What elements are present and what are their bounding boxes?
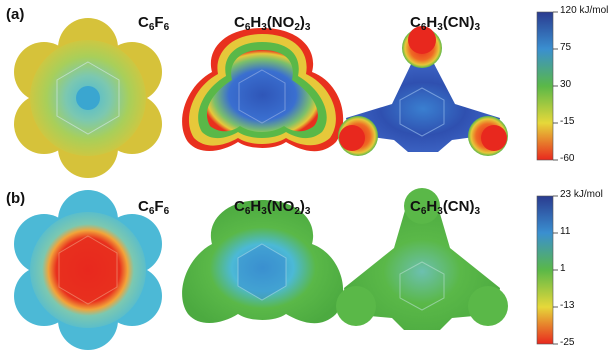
colorbar-b-max: 23 kJ/mol [560, 189, 603, 200]
surface-nitro-b [182, 200, 344, 324]
colorbar-b-tick: 1 [560, 263, 566, 274]
molecule-label-nitro-b: C6H3(NO2)3 [234, 198, 311, 217]
molecule-label-c6f6-a: C6F6 [138, 14, 170, 33]
colorbar-a-tick: 30 [560, 79, 572, 90]
panel-tag-a: (a) [6, 6, 25, 23]
colorbar-b-tick: -25 [560, 337, 575, 348]
colorbar-a-tick: 75 [560, 42, 572, 53]
colorbar-a [536, 11, 554, 161]
colorbar-a-tick: -60 [560, 153, 575, 164]
surface-c6f6-b [14, 190, 162, 350]
molecule-label-cyano-b: C6H3(CN)3 [410, 198, 481, 217]
colorbar-a-max: 120 kJ/mol [560, 5, 609, 16]
molecule-label-c6f6-b: C6F6 [138, 198, 170, 217]
molecule-label-nitro-a: C6H3(NO2)3 [234, 14, 311, 33]
surface-cyano-a [338, 26, 508, 156]
molecule-label-cyano-a: C6H3(CN)3 [410, 14, 481, 33]
surface-c6f6-a [14, 18, 162, 178]
surface-cyano-b [336, 188, 508, 330]
surface-nitro-a [182, 28, 344, 152]
panel-tag-b: (b) [6, 190, 26, 207]
colorbar-a-tick: -15 [560, 116, 575, 127]
colorbar-b-tick: 11 [560, 226, 571, 237]
colorbar-b [536, 195, 554, 345]
colorbar-b-tick: -13 [560, 300, 575, 311]
